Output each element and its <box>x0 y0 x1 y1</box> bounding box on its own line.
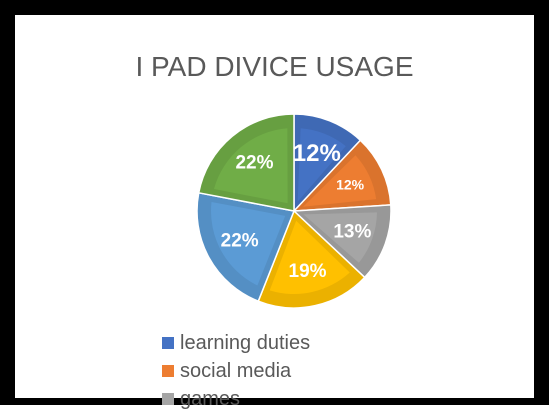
pie-label-6: 22% <box>235 153 273 174</box>
legend-label-learning-duties: learning duties <box>180 331 311 354</box>
pie-label-3: 13% <box>333 222 371 243</box>
legend: learning duties social media games <box>162 329 310 413</box>
pie-slice-face-6 <box>213 128 288 204</box>
pie-label-1: 12% <box>293 140 341 167</box>
legend-label-games: games <box>180 387 241 410</box>
pie-slice-face-5 <box>211 202 286 286</box>
pie-slice-face-3 <box>303 212 377 263</box>
pie-label-4: 19% <box>289 261 327 282</box>
legend-label-social-media: social media <box>180 359 292 382</box>
pie-label-2: 12% <box>336 177 365 193</box>
legend-item-social-media: social media <box>162 357 310 385</box>
chart-frame: I PAD DIVICE USAGE 12% 12% 13% 19% 22% 22% le… <box>0 0 549 410</box>
legend-swatch-games <box>162 393 174 405</box>
chart-title: I PAD DIVICE USAGE <box>135 51 414 82</box>
legend-swatch-learning-duties <box>162 337 174 349</box>
pie-chart: 12% 12% 13% 19% 22% 22% <box>196 113 392 309</box>
legend-item-learning-duties: learning duties <box>162 329 310 357</box>
pie-slice-face-2 <box>303 155 377 207</box>
legend-item-games: games <box>162 385 310 413</box>
pie-slice-face-4 <box>269 220 350 294</box>
legend-swatch-social-media <box>162 365 174 377</box>
pie-label-5: 22% <box>221 230 259 251</box>
pie-slice-face-1 <box>297 128 346 202</box>
